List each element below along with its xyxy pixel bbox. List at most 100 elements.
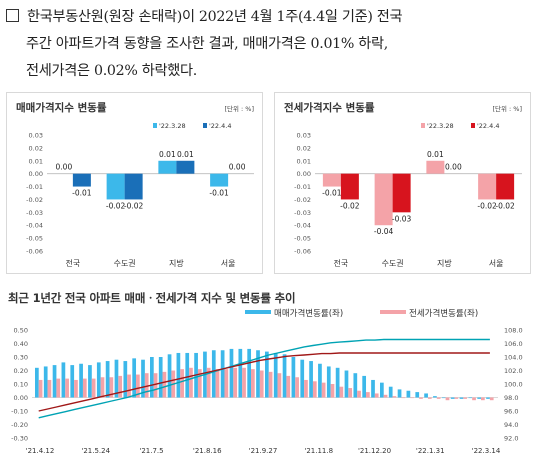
- trend-bar: [481, 397, 485, 401]
- legend-sale: 매매가격변동률(좌): [245, 307, 343, 319]
- y-right-tick-label: 102.0: [504, 367, 523, 375]
- trend-bar: [176, 352, 181, 398]
- trend-bar: [74, 379, 78, 398]
- category-label: 서울: [489, 259, 504, 268]
- bar: [496, 173, 515, 200]
- y-right-tick-label: 100.0: [504, 381, 523, 389]
- trend-bar: [344, 370, 349, 398]
- data-label: -0.01: [209, 189, 229, 198]
- y-tick-label: -0.01: [26, 183, 43, 191]
- legend-swatch: [421, 123, 425, 128]
- intro-line-2: 주간 아파트가격 동향을 조사한 결과, 매매가격은 0.01% 하락,: [26, 36, 389, 52]
- legend-swatch: [471, 123, 475, 128]
- y-right-tick-label: 94.0: [504, 421, 518, 429]
- trend-bar: [441, 397, 446, 399]
- trend-bar: [88, 365, 92, 398]
- data-label: -0.01: [72, 189, 92, 198]
- category-label: 수도권: [114, 258, 136, 268]
- y-tick-label: -0.03: [294, 209, 311, 217]
- trend-bar: [38, 379, 43, 398]
- trend-bar: [229, 348, 234, 398]
- y-left-tick-label: 0.30: [14, 354, 28, 362]
- trend-bar: [371, 379, 375, 398]
- trend-bar: [153, 373, 158, 398]
- trend-bar: [445, 397, 450, 401]
- trend-bar: [392, 396, 397, 398]
- trend-bar: [189, 367, 193, 398]
- y-tick-label: -0.05: [26, 235, 43, 243]
- trend-bar: [35, 367, 39, 398]
- trend-bar: [52, 365, 57, 398]
- trend-bar: [486, 397, 490, 399]
- sale-chart-title: 매매가격지수 변동률: [16, 102, 107, 114]
- trend-bar: [388, 386, 393, 398]
- legend-sale-swatch: [245, 310, 271, 314]
- trend-bar: [415, 392, 420, 398]
- trend-bar: [259, 370, 264, 398]
- y-tick-label: -0.02: [294, 196, 311, 204]
- data-label: -0.04: [374, 227, 394, 236]
- trend-bar: [70, 365, 75, 398]
- trend-bar: [238, 348, 243, 398]
- trend-bar: [265, 351, 269, 398]
- data-label: 0.00: [445, 163, 462, 172]
- trend-bar: [144, 373, 149, 398]
- intro-paragraph: 한국부동산원(원장 손태락)이 2022년 4월 1주(4.4일 기준) 전국 …: [6, 4, 532, 85]
- trend-bar: [362, 375, 367, 398]
- sale-chart-unit: [단위 : %]: [224, 105, 254, 113]
- y-tick-label: -0.06: [26, 248, 43, 256]
- y-left-tick-label: -0.20: [11, 421, 28, 429]
- legend-swatch: [203, 123, 207, 128]
- y-tick-label: -0.06: [294, 248, 311, 256]
- category-label: 지방: [169, 258, 184, 268]
- trend-bar: [410, 397, 414, 399]
- trend-bar: [268, 371, 273, 398]
- trend-bar: [211, 350, 216, 398]
- bar: [374, 173, 393, 226]
- trend-bar: [109, 377, 114, 398]
- bar: [210, 173, 229, 187]
- data-label: -0.01: [322, 189, 342, 198]
- trend-bar: [242, 367, 246, 398]
- sale-change-panel: 매매가격지수 변동률 [단위 : %] '22.3.28 '22.4.4 0.03 0…: [6, 92, 263, 274]
- trend-bar: [326, 366, 331, 398]
- trend-bar: [162, 371, 167, 398]
- trend-bar: [436, 397, 441, 399]
- trend-bar: [304, 379, 308, 398]
- jeonse-chart-unit: [단위 : %]: [492, 105, 522, 113]
- y-right-tick-label: 96.0: [504, 408, 518, 416]
- y-left-tick-label: -0.30: [11, 435, 28, 443]
- legend-label: '22.3.28: [159, 122, 186, 130]
- y-tick-label: -0.03: [26, 209, 43, 217]
- trend-bar: [82, 378, 87, 398]
- trend-bar: [424, 393, 428, 398]
- trend-bar: [353, 373, 358, 398]
- trend-bar: [91, 378, 96, 398]
- y-tick-label: 0.02: [29, 144, 43, 152]
- trend-bar: [132, 358, 137, 398]
- legend-label: '22.3.28: [427, 122, 454, 130]
- trend-bar: [477, 397, 482, 399]
- intro-line-1: 한국부동산원(원장 손태락)이 2022년 4월 1주(4.4일 기준) 전국: [6, 4, 532, 31]
- data-label: 0.01: [427, 150, 444, 159]
- bar: [392, 173, 411, 213]
- y-left-tick-label: 0.00: [14, 394, 28, 402]
- trend-bar: [406, 390, 411, 398]
- y-left-tick-label: -0.10: [11, 408, 28, 416]
- trend-bar: [282, 354, 287, 398]
- trend-bar: [454, 397, 459, 399]
- trend-bar: [380, 382, 384, 398]
- category-label: 지방: [437, 258, 452, 268]
- trend-bar: [256, 350, 260, 398]
- trend-bar: [286, 375, 291, 398]
- trend-bar: [61, 362, 66, 398]
- trend-bar: [79, 363, 83, 398]
- trend-bar: [463, 397, 468, 399]
- trend-bar: [141, 359, 145, 398]
- trend-bar: [374, 393, 379, 398]
- y-left-tick-label: 0.20: [14, 367, 28, 375]
- jeonse-index-line: [38, 352, 490, 412]
- bar: [426, 160, 445, 174]
- jeonse-change-panel: 전세가격지수 변동률 [단위 : %] '22.3.28 '22.4.4 0.03 0…: [274, 92, 531, 274]
- y-tick-label: 0.01: [29, 157, 43, 165]
